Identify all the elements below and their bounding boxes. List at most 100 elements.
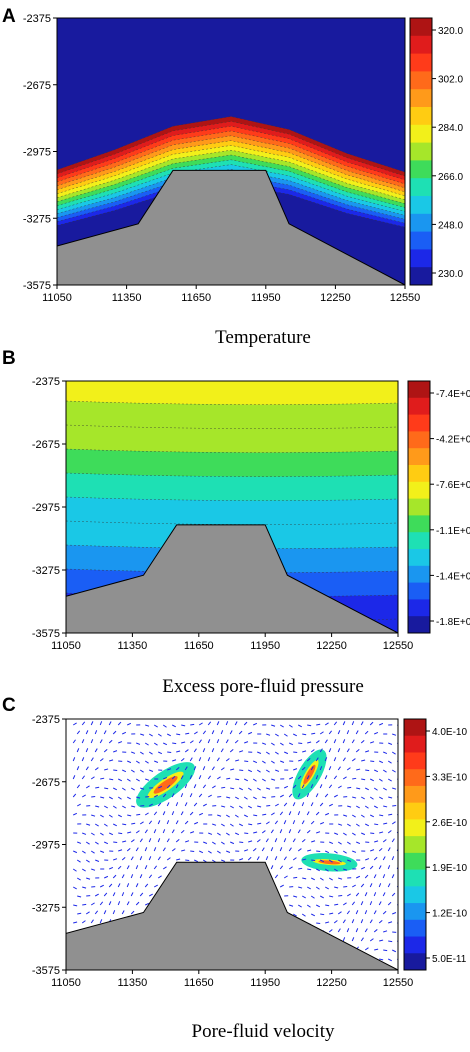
velocity-vector <box>316 851 320 852</box>
colorbar-label: 1.2E-10 <box>432 909 467 920</box>
x-tick-label: 11950 <box>250 977 280 989</box>
colorbar-segment <box>408 599 430 616</box>
colorbar-segment <box>410 249 432 267</box>
colorbar-segment <box>404 853 426 870</box>
x-tick-label: 11650 <box>184 640 214 652</box>
velocity-vector <box>311 860 315 861</box>
colorbar-segment <box>410 89 432 107</box>
colorbar-segment <box>408 515 430 532</box>
colorbar-segment <box>408 583 430 600</box>
y-tick-label: -3575 <box>23 280 51 292</box>
velocity-vector <box>352 778 356 779</box>
velocity-vector <box>167 752 171 753</box>
x-tick-label: 11050 <box>51 640 81 652</box>
x-tick-label: 11350 <box>118 977 148 989</box>
velocity-vector <box>365 770 369 771</box>
colorbar-segment <box>404 719 426 736</box>
y-tick-label: -3275 <box>32 565 60 577</box>
colorbar-segment <box>410 107 432 125</box>
y-tick-label: -3275 <box>23 213 51 225</box>
colorbar-label: 320.0 <box>438 26 463 37</box>
colorbar-segment <box>410 36 432 54</box>
colorbar-segment <box>410 54 432 72</box>
velocity-vector <box>185 860 189 861</box>
colorbar-label: 266.0 <box>438 172 463 183</box>
colorbar-segment <box>404 786 426 803</box>
y-tick-label: -2975 <box>23 147 51 159</box>
colorbar-segment <box>408 482 430 499</box>
colorbar-segment <box>410 178 432 196</box>
plot-area <box>66 719 401 970</box>
velocity-vector <box>262 814 266 815</box>
colorbar-segment <box>404 836 426 853</box>
y-tick-label: -3575 <box>32 628 60 640</box>
colorbar-segment <box>410 267 432 285</box>
velocity-vector <box>118 833 122 834</box>
colorbar-label: 230.0 <box>438 269 463 280</box>
colorbar-label: -7.6E+05 <box>436 480 470 491</box>
y-tick-label: -2975 <box>32 840 60 852</box>
y-tick-label: -2375 <box>32 714 60 726</box>
y-tick-label: -3575 <box>32 965 60 977</box>
y-tick-label: -2675 <box>32 777 60 789</box>
colorbar-segment <box>404 819 426 836</box>
colorbar-segment <box>408 465 430 482</box>
colorbar-segment <box>404 937 426 954</box>
y-axis: -2375-2675-2975-3275-3575 <box>32 376 66 640</box>
x-tick-label: 11650 <box>184 977 214 989</box>
colorbar-label: 1.9E-10 <box>432 863 467 874</box>
colorbar-label: 3.3E-10 <box>432 772 467 783</box>
velocity-vector <box>370 761 374 762</box>
colorbar-label: -1.4E+06 <box>436 571 470 582</box>
x-tick-label: 12250 <box>316 640 347 652</box>
colorbar-label: 2.6E-10 <box>432 818 467 829</box>
plot-area <box>57 18 405 285</box>
plot-area <box>66 377 398 645</box>
colorbar-segment <box>410 214 432 232</box>
colorbar-label: 302.0 <box>438 75 463 86</box>
colorbar-label: -1.8E+06 <box>436 617 470 628</box>
caption: Temperature <box>215 327 311 348</box>
colorbar-segment <box>404 769 426 786</box>
x-tick-label: 12250 <box>316 977 347 989</box>
y-tick-label: -2375 <box>32 376 60 388</box>
velocity-vector <box>190 724 194 725</box>
colorbar-segment <box>410 125 432 143</box>
velocity-vector <box>298 868 302 869</box>
colorbar-segment <box>408 381 430 398</box>
colorbar-segment <box>408 415 430 432</box>
velocity-vector <box>136 814 140 815</box>
colorbar-segment <box>404 736 426 753</box>
velocity-vector <box>320 914 324 915</box>
colorbar-label: -1.1E+06 <box>436 526 470 537</box>
contour-band <box>66 633 398 645</box>
colorbar-segment <box>404 803 426 820</box>
colorbar-segment <box>408 616 430 633</box>
x-tick-label: 11950 <box>251 292 281 304</box>
y-axis: -2375-2675-2975-3275-3575 <box>23 13 57 292</box>
velocity-vector <box>185 733 189 734</box>
colorbar-segment <box>408 431 430 448</box>
y-tick-label: -2375 <box>23 13 51 25</box>
x-tick-label: 11950 <box>250 640 280 652</box>
y-tick-label: -3275 <box>32 902 60 914</box>
velocity-vector <box>392 805 396 806</box>
colorbar-label: 248.0 <box>438 220 463 231</box>
velocity-vector <box>77 913 81 914</box>
x-tick-label: 11350 <box>118 640 148 652</box>
colorbar-segment <box>404 752 426 769</box>
panel-letter: C <box>2 695 16 716</box>
colorbar-segment <box>410 196 432 214</box>
caption: Excess pore-fluid pressure <box>162 676 364 697</box>
velocity-vector <box>293 877 297 878</box>
colorbar-segment <box>410 71 432 89</box>
colorbar-label: 4.0E-10 <box>432 727 467 738</box>
y-tick-label: -2975 <box>32 502 60 514</box>
